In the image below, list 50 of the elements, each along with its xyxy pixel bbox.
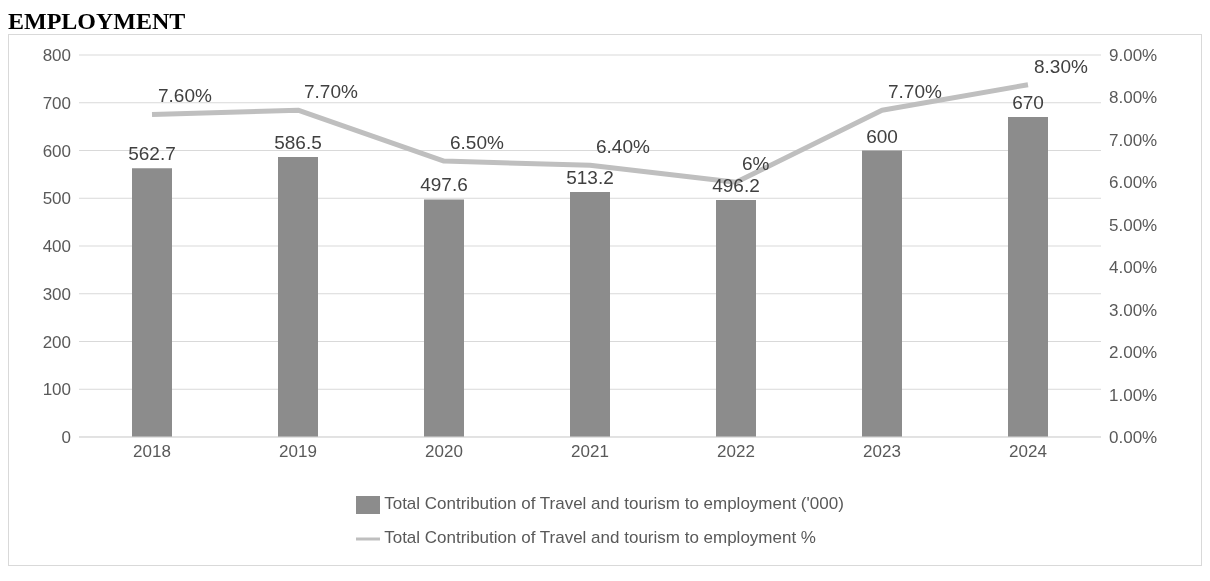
bar — [278, 156, 318, 437]
y-tick-label: 500 — [42, 189, 71, 209]
y2-tick-label: 1.00% — [1109, 385, 1158, 405]
y2-tick-label: 6.00% — [1109, 173, 1158, 193]
x-tick-label: 2019 — [279, 442, 317, 462]
y2-tick-label: 4.00% — [1109, 258, 1158, 278]
y2-tick-label: 8.00% — [1109, 88, 1158, 108]
y-tick-label: 400 — [42, 237, 71, 257]
legend-label: Total Contribution of Travel and tourism to employment % — [384, 528, 816, 547]
y-tick-label: 700 — [42, 93, 71, 113]
data-label: 7.70% — [888, 81, 942, 103]
y-tick-label: 0 — [61, 428, 71, 448]
y2-tick-label: 5.00% — [1109, 215, 1158, 235]
y2-tick-label: 9.00% — [1109, 46, 1158, 66]
data-label: 7.60% — [158, 85, 212, 107]
data-label: 7.70% — [304, 81, 358, 103]
bar — [1008, 117, 1048, 437]
y-tick-label: 600 — [42, 141, 71, 161]
bar — [862, 150, 902, 437]
y2-tick-label: 7.00% — [1109, 130, 1158, 150]
legend-label: Total Contribution of Travel and tourism to employment ('000) — [384, 494, 844, 513]
y2-tick-label: 2.00% — [1109, 343, 1158, 363]
bar — [716, 200, 756, 437]
y-tick-label: 800 — [42, 46, 71, 66]
y-tick-label: 300 — [42, 284, 71, 304]
x-tick-label: 2018 — [133, 442, 171, 462]
data-label: 6.50% — [450, 132, 504, 154]
chart-title: EMPLOYMENT — [8, 8, 187, 34]
data-label: 513.2 — [566, 166, 614, 188]
x-tick-label: 2022 — [717, 442, 755, 462]
x-tick-label: 2020 — [425, 442, 463, 462]
data-label: 497.6 — [420, 174, 468, 196]
y-tick-label: 200 — [42, 332, 71, 352]
x-tick-label: 2021 — [571, 442, 609, 462]
data-label: 562.7 — [128, 143, 176, 165]
data-label: 670 — [1012, 92, 1044, 114]
bar — [132, 168, 172, 437]
y2-tick-label: 3.00% — [1109, 300, 1158, 320]
data-label: 6% — [742, 153, 770, 175]
data-label: 6.40% — [596, 136, 650, 158]
y-tick-label: 100 — [42, 380, 71, 400]
x-tick-label: 2024 — [1009, 442, 1047, 462]
data-label: 600 — [866, 125, 898, 147]
bar — [424, 199, 464, 437]
data-label: 496.2 — [712, 175, 760, 197]
y2-tick-label: 0.00% — [1109, 428, 1158, 448]
x-tick-label: 2023 — [863, 442, 901, 462]
data-label: 586.5 — [274, 131, 322, 153]
bar — [570, 191, 610, 437]
data-label: 8.30% — [1034, 55, 1088, 77]
